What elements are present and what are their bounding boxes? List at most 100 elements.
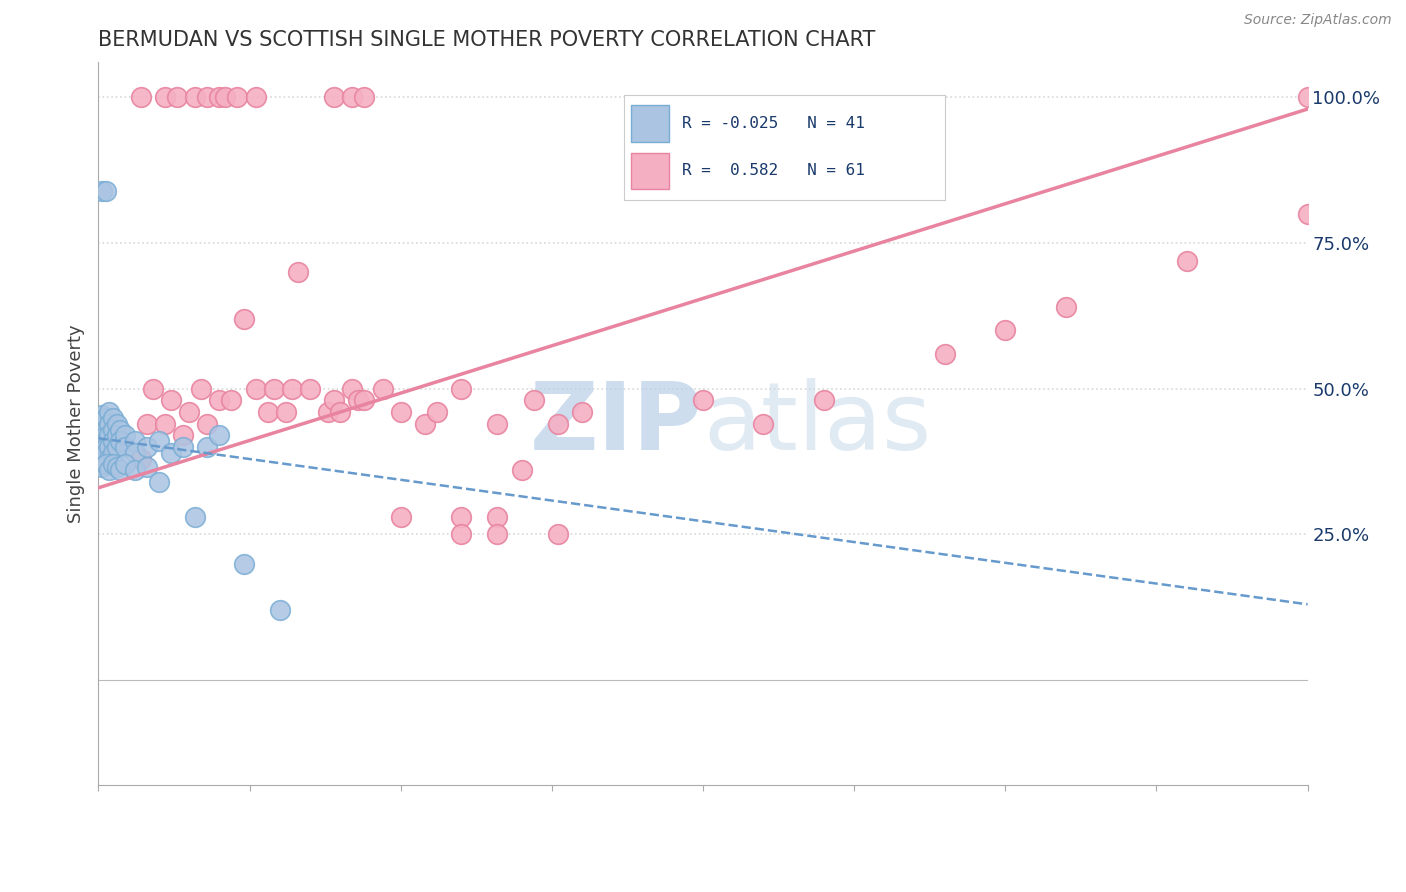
Point [274, 405, 297, 419]
Point [114, 428, 136, 442]
Point [450, 382, 472, 396]
Point [94, 446, 117, 460]
Point [91, 442, 114, 457]
Point [571, 405, 593, 419]
Point [91, 460, 114, 475]
Point [269, 603, 291, 617]
Point [94, 428, 117, 442]
Point [101, 446, 124, 460]
Point [135, 460, 157, 475]
Point [105, 440, 128, 454]
Y-axis label: Single Mother Poverty: Single Mother Poverty [66, 325, 84, 523]
Point [105, 460, 128, 475]
Point [195, 440, 218, 454]
Point [371, 382, 394, 396]
Point [342, 90, 364, 104]
Point [389, 405, 412, 419]
Point [752, 417, 775, 431]
Point [108, 423, 131, 437]
Point [1054, 300, 1077, 314]
Point [413, 417, 436, 431]
Point [547, 527, 569, 541]
Point [281, 382, 304, 396]
Point [1296, 207, 1319, 221]
Point [510, 463, 533, 477]
Point [813, 393, 835, 408]
Point [91, 431, 114, 445]
Point [98, 405, 121, 419]
Point [547, 417, 569, 431]
Text: BERMUDAN VS SCOTTISH SINGLE MOTHER POVERTY CORRELATION CHART: BERMUDAN VS SCOTTISH SINGLE MOTHER POVER… [98, 29, 876, 50]
Point [91, 414, 114, 428]
Point [263, 382, 285, 396]
Point [226, 90, 249, 104]
Point [153, 417, 176, 431]
Point [323, 393, 346, 408]
Point [184, 90, 207, 104]
Point [426, 405, 449, 419]
Point [91, 437, 114, 451]
Point [523, 393, 546, 408]
Point [91, 449, 114, 463]
Point [347, 393, 370, 408]
Point [124, 446, 146, 460]
Point [256, 405, 278, 419]
Point [1175, 253, 1198, 268]
Point [450, 510, 472, 524]
Point [98, 417, 121, 431]
Point [195, 90, 218, 104]
Point [245, 90, 267, 104]
Point [221, 393, 243, 408]
Point [486, 527, 509, 541]
Point [160, 446, 183, 460]
Point [114, 458, 136, 472]
Text: ZIP: ZIP [530, 377, 703, 470]
Point [135, 440, 157, 454]
Point [91, 454, 114, 468]
Point [105, 428, 128, 442]
Point [299, 382, 322, 396]
Point [124, 463, 146, 477]
Point [101, 434, 124, 449]
Point [450, 527, 472, 541]
Text: atlas: atlas [703, 377, 931, 470]
Point [101, 458, 124, 472]
Point [91, 408, 114, 422]
Point [105, 417, 128, 431]
Point [98, 463, 121, 477]
Point [245, 382, 267, 396]
Point [692, 393, 714, 408]
Point [94, 423, 117, 437]
Point [172, 428, 194, 442]
Point [329, 405, 352, 419]
Point [353, 90, 375, 104]
Point [129, 451, 152, 466]
Point [287, 265, 309, 279]
Point [342, 382, 364, 396]
Point [94, 184, 117, 198]
Point [101, 410, 124, 425]
Point [486, 417, 509, 431]
Point [208, 393, 231, 408]
Point [353, 393, 375, 408]
Point [142, 382, 165, 396]
Point [179, 405, 201, 419]
Point [91, 425, 114, 440]
Point [148, 475, 170, 489]
Point [94, 410, 117, 425]
Point [114, 440, 136, 454]
Point [184, 510, 207, 524]
Point [108, 463, 131, 477]
Point [486, 510, 509, 524]
Point [153, 90, 176, 104]
Point [323, 90, 346, 104]
Point [389, 510, 412, 524]
Point [124, 434, 146, 449]
Point [232, 557, 254, 571]
Point [190, 382, 212, 396]
Point [994, 323, 1017, 337]
Point [1296, 90, 1319, 104]
Point [108, 434, 131, 449]
Point [232, 311, 254, 326]
Point [214, 90, 236, 104]
